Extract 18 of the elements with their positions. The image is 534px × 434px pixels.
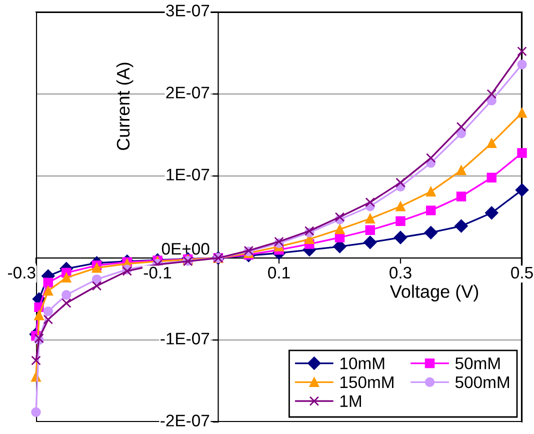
y-tick-label: 0E+00 [162,242,210,255]
y-axis-title: Current (A) [116,62,134,150]
x-tick-label: -0.1 [144,266,172,279]
legend-label: 150mM [340,376,394,388]
legend-label: 50mM [455,357,500,370]
x-tick-label: -0.3 [8,266,36,279]
legend-label: 10mM [340,357,384,370]
y-tick-label: -2E-07 [160,414,210,426]
legend-label: 500mM [455,376,509,388]
x-axis-title: Voltage (V) [390,284,478,302]
x-tick-label: 0.3 [390,266,412,279]
y-tick-label: 1E-07 [166,168,210,180]
legend-label: 1M [340,395,361,407]
x-tick-label: 0.5 [511,266,533,279]
y-tick-label: 2E-07 [166,86,210,98]
x-tick-label: 0.1 [268,266,290,279]
y-tick-label: -1E-07 [160,332,210,344]
y-tick-label: 3E-07 [166,4,210,16]
